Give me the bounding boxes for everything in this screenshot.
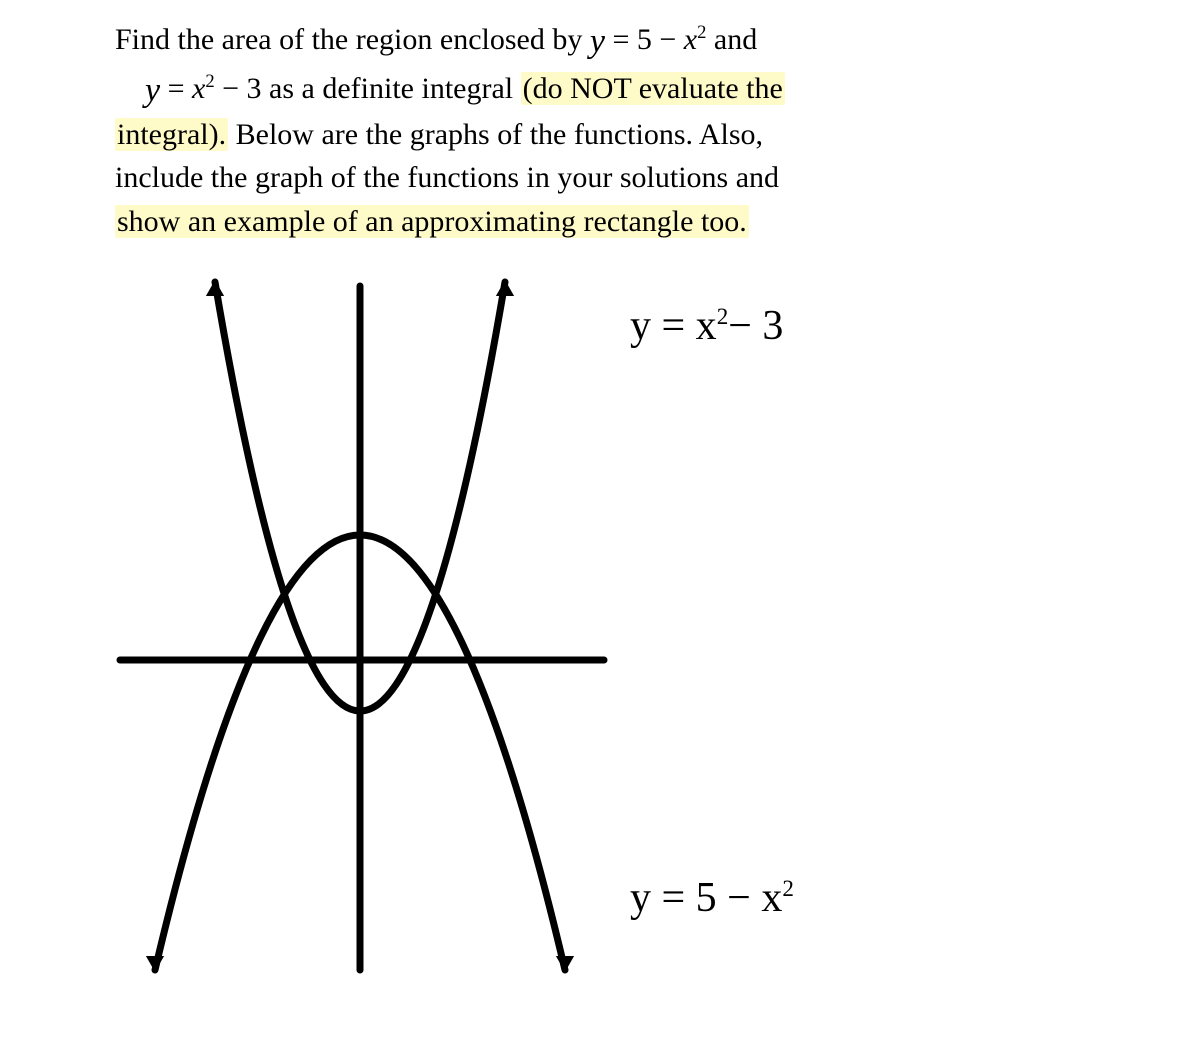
- eq1-lhs: y: [590, 17, 605, 66]
- eq1-rhs-b: and: [714, 23, 757, 56]
- problem-statement: Find the area of the region enclosed by …: [115, 14, 1075, 243]
- curve-label-bottom-a: y = 5 − x: [630, 875, 782, 921]
- curve-label-top-a: y = x: [630, 303, 717, 349]
- eq2-rhs-b: − 3 as a definite integral: [222, 72, 520, 105]
- eq2-lhs: y: [145, 66, 160, 115]
- curve-label-bottom-exp: 2: [782, 875, 794, 901]
- highlight-2: integral).: [115, 118, 228, 151]
- graph-svg: [100, 270, 620, 990]
- curve-label-top-b: − 3: [728, 303, 783, 349]
- eq2-var: x: [192, 72, 205, 105]
- eq1-rhs-a: = 5 −: [612, 23, 683, 56]
- text-line4a: include the graph of the functions in yo…: [115, 161, 779, 194]
- graph-region: y = x2− 3 y = 5 − x2: [100, 270, 1080, 1030]
- eq2-rhs-a: =: [168, 72, 192, 105]
- eq1-exp: 2: [697, 22, 706, 43]
- page: Find the area of the region enclosed by …: [0, 0, 1196, 1046]
- highlight-3: show an example of an approximating rect…: [115, 205, 749, 238]
- eq1-var: x: [684, 23, 697, 56]
- text-line3a: Below are the graphs of the functions. A…: [228, 118, 763, 151]
- text-line1a: Find the area of the region enclosed by: [115, 23, 590, 56]
- curve-label-bottom: y = 5 − x2: [630, 874, 794, 922]
- eq2-exp: 2: [205, 71, 214, 92]
- highlight-1: (do NOT evaluate the: [521, 72, 785, 105]
- curve-label-top: y = x2− 3: [630, 302, 783, 350]
- curve-label-top-exp: 2: [717, 303, 729, 329]
